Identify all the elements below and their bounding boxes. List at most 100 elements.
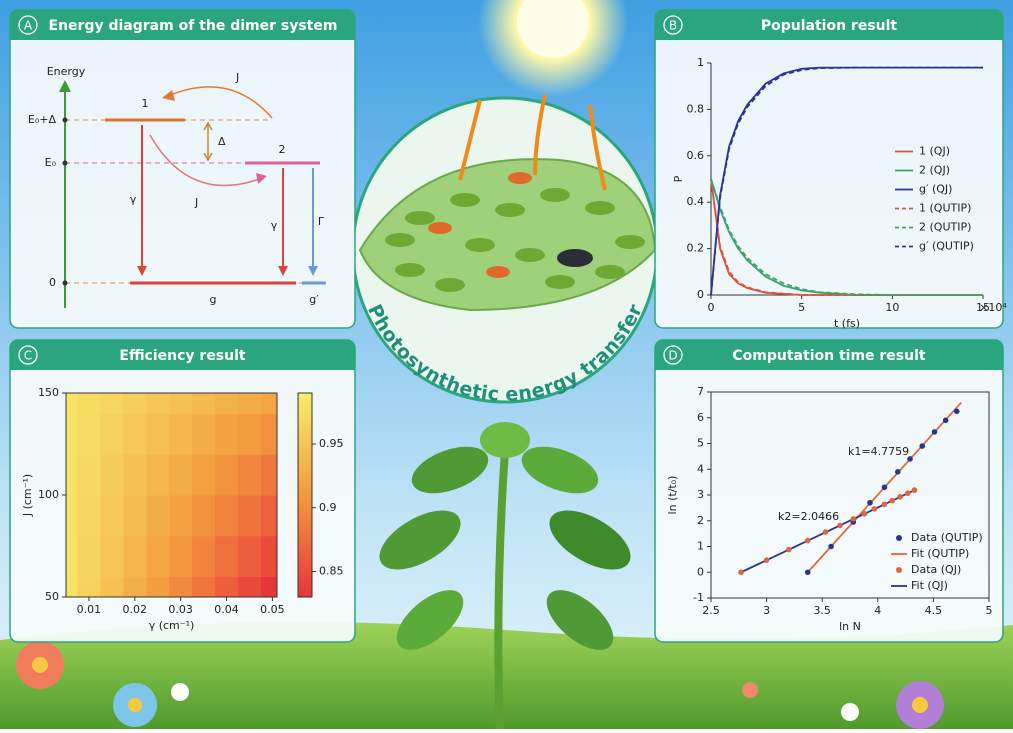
coupling-label: J [235,71,239,84]
panel-a: A Energy diagram of the dimer system Ene… [9,9,356,329]
arrowhead [162,90,175,101]
data-point [828,543,834,550]
y-tick-label: 4 [697,462,704,475]
heatmap-cell [123,535,147,578]
heatmap-cell [146,413,170,455]
data-point [889,497,896,504]
legend-label: Data (QJ) [911,563,961,576]
data-point [837,522,843,529]
coupling-arrow [149,134,263,187]
heatmap-cell [66,413,78,455]
colorbar [297,392,313,598]
heatmap-cell [260,413,277,455]
x-tick-label: 0.01 [77,603,102,616]
y-tick-label: 0 [697,288,704,301]
heatmap-cell [192,454,216,496]
data-point [919,443,926,449]
axis-arrow [59,80,71,92]
gap-label: Δ [218,135,226,148]
heatmap-cell [192,495,216,537]
heatmap-cell [66,535,78,578]
data-point [881,484,888,491]
data-point [738,569,744,576]
legend-label: 2 (QJ) [919,164,950,177]
y-tick-label: -1 [693,591,704,604]
fit-line [740,488,918,574]
colorbar-tick-label: 0.9 [319,501,337,514]
sun [517,0,589,58]
y-tick-label: 2 [697,514,704,527]
annotation: k2=2.0466 [778,510,839,523]
heatmap-cells [66,393,277,597]
panel-header [10,10,355,40]
heatmap-cell [146,576,170,597]
data-point [867,499,873,506]
data-point [763,557,770,563]
heatmap-cell [77,454,101,496]
series-line [710,66,983,296]
data-point [897,494,903,500]
y-tick-label: 0.6 [687,149,705,162]
heatmap-cell [123,413,147,455]
heatmap-cell [100,576,124,597]
heatmap-cell [146,535,170,578]
panel: B Population result 0 5 10 15 0 0.2 0.4 0.6 0.8 1 t … [654,9,1007,330]
panel-label: A [24,19,33,33]
heatmap-cell [238,454,262,496]
heatmap-cell [77,535,101,578]
heatmap-cell [169,535,193,578]
x-tick-label: 10 [885,301,899,314]
legend-swatch [896,535,902,541]
heatmap-cell [169,454,193,496]
y-tick-label: 6 [697,411,704,424]
heatmap-cell [169,393,193,414]
heatmap-cell [66,576,78,597]
heatmap-cell [100,413,124,455]
x-axis-label: t (fs) [834,317,860,330]
y-tick-label: 150 [38,386,59,399]
arrowhead [256,173,267,184]
data-point [905,490,911,496]
legend-label: 1 (QUTIP) [919,202,971,215]
heatmap-cell [100,535,124,578]
legend-swatch [896,567,902,573]
heatmap-cell [260,454,277,496]
heatmap-cell [260,393,277,414]
panel-title: Population result [761,18,898,34]
data-point [804,569,811,576]
data-point [907,456,913,462]
heatmap-cell [192,576,216,597]
data-point [871,506,878,512]
y-tick-label: 100 [38,488,59,501]
x-tick-label: 3 [763,604,770,617]
heatmap-cell [146,495,170,537]
y-tick-label: 3 [697,488,704,501]
y-axis-label: ln (t/t₀) [666,476,679,515]
series-line [710,66,983,296]
decay-label: γ [130,193,137,206]
data-point [850,516,857,522]
data-point [786,546,792,553]
coupling-arrow [167,86,273,119]
x-tick-label: 0 [708,301,715,314]
flowers [16,641,944,729]
panel-title: Computation time result [732,348,926,364]
heatmap-cell [77,495,101,537]
legend-label: Fit (QJ) [911,579,948,592]
state-label: g′ [309,293,319,306]
state-label: g [210,293,217,306]
panel-label: C [24,349,32,363]
y-tick-label: 0 [697,565,704,578]
panel-badge [18,345,38,365]
panel-header [655,340,1003,370]
heatmap-cell [238,413,262,455]
y-axis-label: P [672,175,685,182]
decay-label: Γ [318,215,325,228]
data-point [931,429,938,435]
x-axis-label: ln N [839,620,861,633]
x-tick-label: 0.02 [123,603,148,616]
legend-label: g′ (QJ) [919,183,952,196]
x-tick-label: 3.5 [813,604,831,617]
legend-label: g′ (QUTIP) [919,240,974,253]
